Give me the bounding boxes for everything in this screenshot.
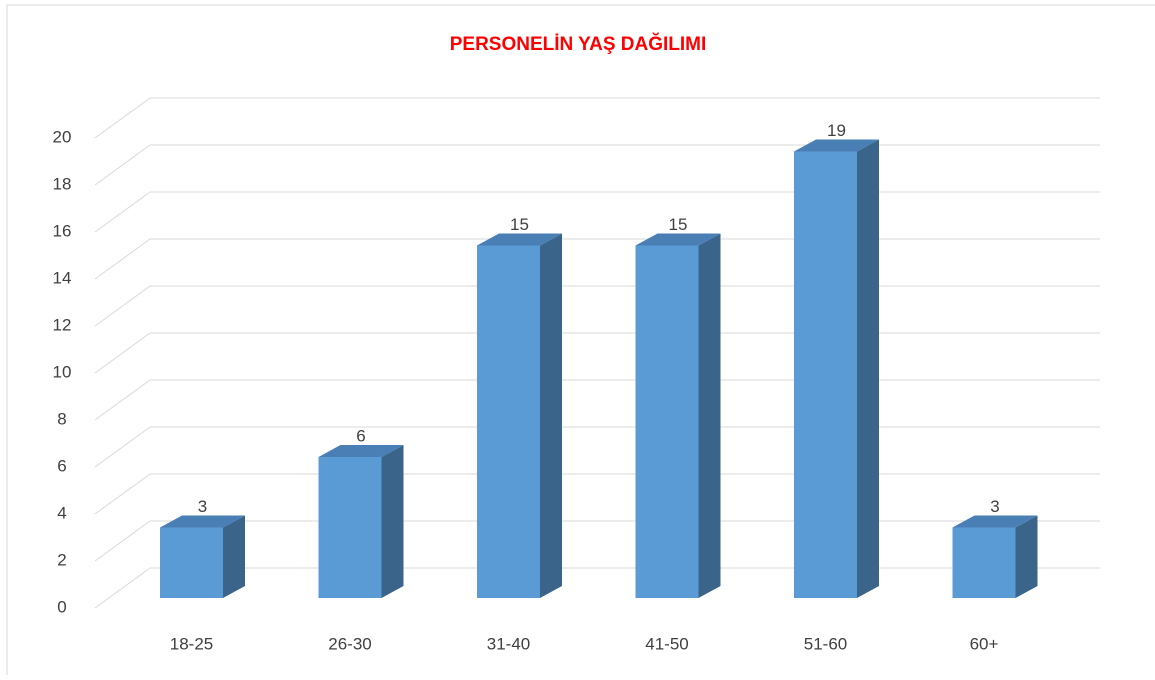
grid-line (94, 567, 151, 609)
x-tick-label: 18-25 (170, 634, 213, 653)
y-tick-label: 0 (57, 597, 66, 616)
y-tick-label: 2 (57, 550, 66, 569)
x-tick-label: 60+ (970, 634, 999, 653)
bar-top (635, 233, 721, 246)
bar (477, 245, 540, 598)
grid-line (94, 285, 151, 327)
grid-line (94, 191, 151, 233)
bar-side (857, 139, 879, 598)
bar (952, 527, 1016, 598)
grid-line (94, 426, 151, 468)
data-label: 3 (198, 497, 207, 516)
data-label: 19 (827, 121, 846, 140)
y-tick-label: 8 (57, 409, 66, 428)
data-label: 15 (669, 215, 688, 234)
y-tick-label: 14 (53, 268, 72, 287)
chart-title: PERSONELİN YAŞ DAĞILIMI (450, 33, 707, 55)
bar (318, 457, 382, 598)
grid-line (94, 97, 151, 139)
bar-side (381, 445, 404, 598)
grid-line (94, 473, 151, 515)
bar-top (794, 139, 879, 152)
bar-top (952, 515, 1038, 528)
data-label: 15 (510, 215, 529, 234)
bar-top (318, 445, 404, 457)
grid-line (94, 332, 151, 374)
y-tick-label: 16 (53, 221, 72, 240)
data-label: 6 (356, 426, 365, 445)
x-tick-label: 26-30 (328, 634, 371, 653)
bar (635, 245, 699, 598)
grid-line (94, 379, 151, 421)
bar-side (540, 233, 562, 598)
y-tick-label: 18 (53, 174, 72, 193)
bar (794, 151, 857, 598)
grid-line (94, 238, 151, 280)
y-tick-label: 20 (53, 127, 72, 146)
x-tick-label: 51-60 (804, 634, 847, 653)
bar-top (477, 233, 562, 246)
grid-line (94, 520, 151, 562)
bar-top (160, 515, 245, 528)
grid-line (94, 144, 151, 186)
y-tick-label: 10 (53, 362, 72, 381)
x-tick-label: 31-40 (487, 634, 530, 653)
y-tick-label: 12 (53, 315, 72, 334)
y-tick-label: 4 (57, 503, 66, 522)
chart-border (6, 4, 1155, 680)
bar-side (698, 233, 721, 598)
x-tick-label: 41-50 (645, 634, 688, 653)
y-tick-label: 6 (57, 456, 66, 475)
bar-side (1015, 515, 1038, 598)
data-label: 3 (990, 497, 999, 516)
bar-side (223, 515, 245, 598)
bar (160, 527, 223, 598)
